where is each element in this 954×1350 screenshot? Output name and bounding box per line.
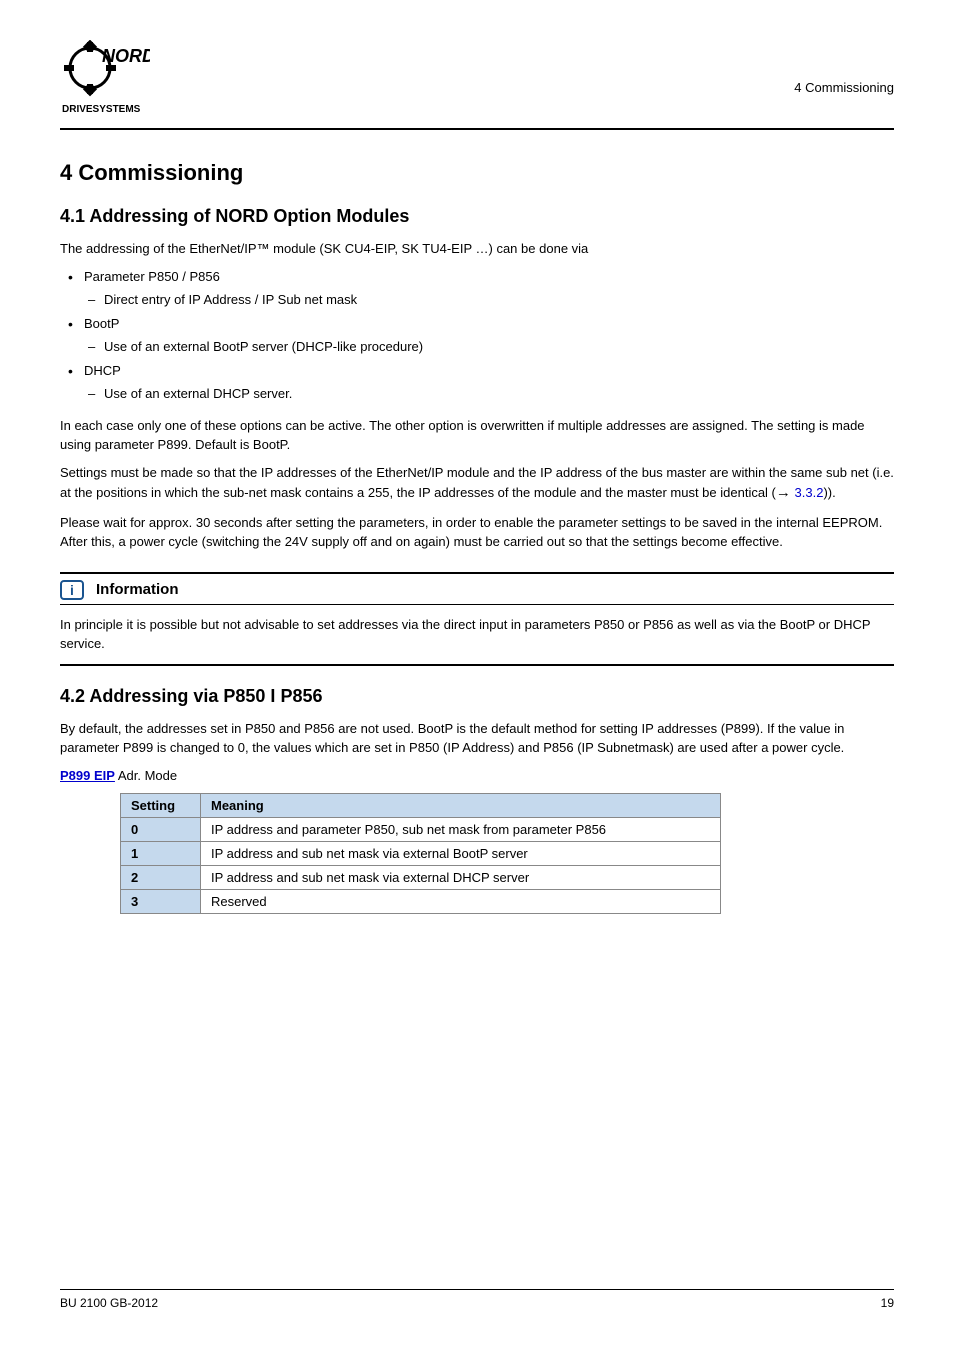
page-header: NORD DRIVESYSTEMS 4 Commissioning xyxy=(60,40,894,130)
table-cell-setting: 0 xyxy=(121,818,201,842)
table-row: 0 IP address and parameter P850, sub net… xyxy=(121,818,721,842)
info-icon: i xyxy=(60,580,84,600)
svg-text:DRIVESYSTEMS: DRIVESYSTEMS xyxy=(62,104,141,115)
paragraph-4: Please wait for approx. 30 seconds after… xyxy=(60,513,894,552)
footer-page-number: 19 xyxy=(881,1296,894,1310)
p899-settings-table: Setting Meaning 0 IP address and paramet… xyxy=(120,793,721,914)
p3-text-1: Settings must be made so that the IP add… xyxy=(60,465,894,501)
table-cell-meaning: IP address and parameter P850, sub net m… xyxy=(201,818,721,842)
addressing-options-list: Parameter P850 / P856 Direct entry of IP… xyxy=(64,267,894,404)
table-cell-meaning: Reserved xyxy=(201,890,721,914)
table-row: 2 IP address and sub net mask via extern… xyxy=(121,866,721,890)
p1-text-4: done via xyxy=(539,241,588,256)
arrow-icon: → xyxy=(776,484,791,501)
table-cell-setting: 3 xyxy=(121,890,201,914)
p3-text-2: )). xyxy=(823,485,835,500)
page-container: NORD DRIVESYSTEMS 4 Commissioning 4 Comm… xyxy=(0,0,954,1350)
table-cell-setting: 2 xyxy=(121,866,201,890)
table-cell-meaning: IP address and sub net mask via external… xyxy=(201,866,721,890)
sub-item-parameter: Direct entry of IP Address / IP Sub net … xyxy=(64,290,894,310)
table-cell-meaning: IP address and sub net mask via external… xyxy=(201,842,721,866)
section-4-1-title: 4.1 Addressing of NORD Option Modules xyxy=(60,206,894,227)
sub-item-dhcp: Use of an external DHCP server. xyxy=(64,384,894,404)
param-p899-link[interactable]: P899 EIP xyxy=(60,768,115,783)
page-footer: BU 2100 GB-2012 19 xyxy=(60,1289,894,1310)
section-4-2-title: 4.2 Addressing via P850 I P856 xyxy=(60,686,894,707)
paragraph-6: P899 EIP Adr. Mode xyxy=(60,766,894,786)
info-body-text: In principle it is possible but not advi… xyxy=(60,611,894,658)
table-header-row: Setting Meaning xyxy=(121,794,721,818)
table-header-setting: Setting xyxy=(121,794,201,818)
info-header: i Information xyxy=(60,580,894,605)
paragraph-3: Settings must be made so that the IP add… xyxy=(60,463,894,505)
header-chapter-label: 4 Commissioning xyxy=(794,40,894,95)
table-header-meaning: Meaning xyxy=(201,794,721,818)
footer-left: BU 2100 GB-2012 xyxy=(60,1296,158,1310)
table-cell-setting: 1 xyxy=(121,842,201,866)
list-item-bootp: BootP xyxy=(64,314,894,334)
sub-item-bootp: Use of an external BootP server (DHCP-li… xyxy=(64,337,894,357)
list-item-dhcp: DHCP xyxy=(64,361,894,381)
svg-text:NORD: NORD xyxy=(102,46,150,66)
paragraph-5: By default, the addresses set in P850 an… xyxy=(60,719,894,758)
cross-reference-link[interactable]: 3.3.2 xyxy=(795,485,824,500)
p1-text-1: The addressing of the EtherNet/IP™ modul… xyxy=(60,241,341,256)
paragraph-1: The addressing of the EtherNet/IP™ modul… xyxy=(60,239,894,259)
list-item-parameter: Parameter P850 / P856 xyxy=(64,267,894,287)
paragraph-2: In each case only one of these options c… xyxy=(60,416,894,455)
nord-logo-svg: NORD DRIVESYSTEMS xyxy=(60,40,150,120)
p1-text-2: CU4-EIP, SK TU4-EIP xyxy=(345,241,472,256)
table-row: 3 Reserved xyxy=(121,890,721,914)
p1-text-3: …) can be xyxy=(476,241,536,256)
info-callout: i Information In principle it is possibl… xyxy=(60,572,894,666)
p6-text-2: Adr. Mode xyxy=(115,768,177,783)
section-4-title: 4 Commissioning xyxy=(60,160,894,186)
brand-logo: NORD DRIVESYSTEMS xyxy=(60,40,150,120)
info-title: Information xyxy=(96,581,179,598)
table-row: 1 IP address and sub net mask via extern… xyxy=(121,842,721,866)
